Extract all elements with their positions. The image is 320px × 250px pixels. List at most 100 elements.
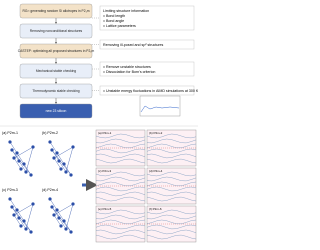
band-curve: [146, 143, 197, 148]
bond: [58, 160, 67, 173]
band-curve: [95, 214, 146, 220]
note-item: Bond angle: [106, 19, 124, 23]
band-panels: (a) P2m-1 (b) P2m-2 (c) P2m-3 (d) P2m-4 (e) …: [95, 129, 197, 243]
note-item: Unstable energy fluctuations in AIMD sim…: [106, 89, 198, 93]
bullet: [103, 71, 105, 73]
band-curve: [95, 219, 146, 224]
band-curve: [146, 181, 197, 186]
bond: [11, 206, 32, 233]
band-curve: [146, 214, 197, 220]
structure-label: (d) P2m-4: [42, 188, 58, 192]
bullet: [103, 25, 105, 27]
bond: [49, 141, 58, 154]
band-label: (e) P2m-5: [98, 207, 112, 211]
band-label: (a) P2m-1: [98, 131, 112, 135]
band-label: (c) P2m-3: [98, 169, 111, 173]
bond: [56, 209, 65, 222]
step-label: CASTEP: optimizing all proposed structur…: [18, 49, 95, 53]
note-title: Limiting structure information: [103, 9, 149, 13]
bond: [18, 160, 27, 173]
band-curve: [146, 209, 197, 215]
step-box: [19, 103, 93, 119]
band-curve: [95, 158, 146, 164]
structure-label: (a) P2m-1: [2, 131, 18, 135]
flowchart: RG²: generating random Si allotropes in …: [18, 3, 95, 119]
band-label: (f) P2m-6: [149, 207, 162, 211]
note-box: [99, 39, 195, 50]
band-curve: [146, 219, 197, 224]
bond: [65, 203, 74, 230]
note-item: Remove unstable structures: [106, 65, 151, 69]
bond: [53, 214, 62, 227]
band-curve: [146, 133, 197, 139]
band-curve: [95, 133, 146, 139]
band-curve: [146, 171, 197, 177]
bond: [49, 198, 58, 211]
band-curve: [95, 209, 146, 215]
bond: [51, 149, 60, 162]
band-curve: [146, 186, 197, 192]
band-curve: [146, 229, 197, 235]
note-item: Bond length: [106, 14, 125, 18]
band-curve: [146, 196, 197, 202]
band-curve: [95, 171, 146, 177]
bond: [13, 203, 34, 216]
bond: [9, 141, 18, 154]
structure-label: (b) P2m-2: [42, 131, 58, 135]
bond: [11, 206, 20, 219]
band-curve: [146, 138, 197, 144]
bond: [56, 152, 65, 165]
bond: [53, 157, 62, 170]
band-curve: [95, 191, 146, 197]
band-curve: [95, 229, 146, 235]
energy-plot: [139, 95, 181, 117]
bond: [11, 149, 20, 162]
bond: [51, 149, 72, 176]
bond: [13, 157, 22, 170]
step-label: Removing nonconditional structures: [30, 29, 83, 33]
band-curve: [95, 176, 146, 182]
band-curve: [95, 153, 146, 159]
bullet: [103, 20, 105, 22]
bond: [9, 198, 18, 211]
bullet: [103, 15, 105, 17]
band-label: (b) P2m-2: [149, 131, 163, 135]
band-curve: [146, 153, 197, 159]
bond: [25, 146, 34, 173]
bond: [51, 206, 72, 233]
note-title: Removing ill-posed and sp² structures: [103, 43, 164, 47]
band-curve: [146, 148, 197, 154]
note-box: [99, 5, 195, 31]
structures: (a) P2m-1 (b) P2m-2 (c) P2m-3 (d) P2m-4: [2, 131, 75, 234]
energy-curve: [140, 105, 180, 113]
band-curve: [95, 234, 146, 240]
bond: [53, 146, 74, 159]
band-curve: [95, 181, 146, 186]
bond: [65, 146, 74, 173]
bullet: [103, 66, 105, 68]
bond: [25, 203, 34, 230]
note-box: [99, 85, 195, 96]
bond: [16, 209, 25, 222]
band-curve: [146, 224, 197, 230]
band-curve: [95, 138, 146, 144]
bond: [53, 203, 74, 216]
band-curve: [95, 186, 146, 192]
band-curve: [146, 191, 197, 197]
band-curve: [146, 176, 197, 182]
structure-label: (c) P2m-3: [2, 188, 18, 192]
bond: [13, 214, 22, 227]
bond: [18, 217, 27, 230]
band-curve: [95, 224, 146, 230]
note-item: Dissociation for Born's criterion: [106, 70, 155, 74]
band-curve: [146, 234, 197, 240]
bond: [11, 149, 32, 176]
band-curve: [95, 148, 146, 154]
note-box: [99, 61, 195, 77]
step-label: Mechanical stable checking: [36, 69, 76, 73]
figure: RG²: generating random Si allotropes in …: [0, 3, 199, 243]
bond: [13, 146, 34, 159]
bond: [58, 217, 67, 230]
step-label: Thermodynamic stable checking: [32, 89, 79, 93]
